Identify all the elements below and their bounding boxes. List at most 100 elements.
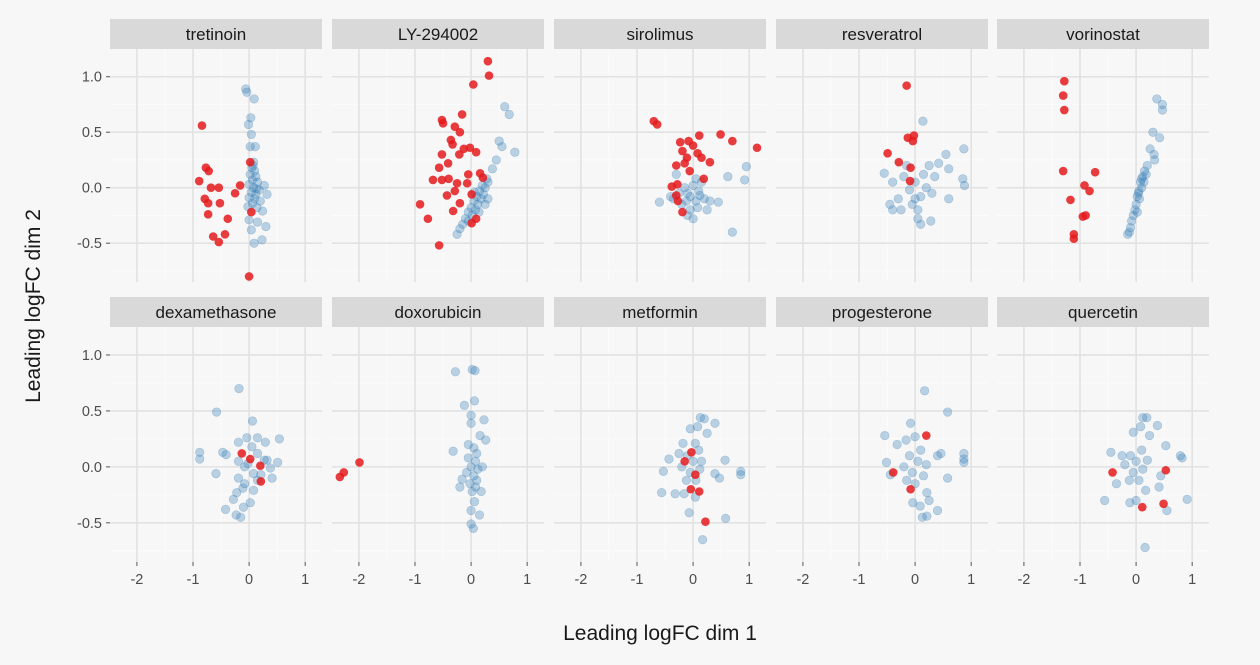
data-point-other [913, 205, 923, 215]
data-point-highlight [448, 206, 458, 216]
data-point-other [238, 483, 248, 493]
x-tick-label: 0 [1132, 572, 1140, 588]
data-point-other [959, 454, 969, 464]
data-point-other [247, 416, 258, 426]
data-point-highlight [230, 188, 240, 198]
data-point-highlight [716, 130, 725, 139]
data-point-other [690, 438, 700, 448]
data-point-highlight [1060, 105, 1069, 115]
facet-panel: quercetin [997, 297, 1209, 562]
data-point-other [262, 455, 272, 465]
data-point-highlight [415, 200, 425, 209]
data-point-highlight [448, 140, 457, 149]
data-point-highlight [902, 81, 911, 90]
data-point-other [959, 457, 969, 468]
data-point-other [688, 456, 698, 466]
data-point-other [1131, 456, 1141, 466]
data-point-other [250, 194, 260, 204]
data-point-other [944, 194, 954, 204]
data-point-other [698, 535, 708, 545]
data-point-other [1142, 455, 1152, 465]
facet-panel: vorinostat [997, 19, 1209, 282]
data-point-other [479, 415, 489, 425]
facet-strip [997, 297, 1209, 327]
data-point-highlight [437, 150, 447, 159]
data-point-other [681, 196, 691, 206]
data-point-other [654, 197, 665, 207]
data-point-other [879, 168, 889, 178]
data-point-highlight [223, 214, 233, 224]
data-point-other [1177, 453, 1187, 463]
data-point-highlight [1137, 502, 1147, 512]
data-point-highlight [883, 148, 892, 158]
data-point-other [1135, 421, 1146, 432]
data-point-other [261, 221, 271, 232]
data-point-other [265, 463, 276, 473]
data-point-other [1175, 451, 1185, 461]
data-point-highlight [206, 183, 216, 192]
data-point-highlight [699, 174, 709, 184]
data-point-highlight [1159, 499, 1168, 509]
data-point-other [470, 366, 480, 376]
data-point-other [469, 471, 479, 481]
facet-title: doxorubicin [395, 303, 482, 322]
data-point-other [450, 367, 460, 377]
data-point-other [899, 171, 909, 182]
data-point-other [1134, 186, 1144, 196]
data-point-other [483, 194, 493, 204]
data-point-highlight [1060, 76, 1069, 86]
data-point-other [240, 462, 250, 472]
data-point-other [1139, 177, 1149, 187]
data-point-other [705, 196, 715, 206]
data-point-highlight [694, 487, 704, 496]
data-point-other [727, 227, 737, 237]
data-point-other [195, 447, 205, 457]
data-point-highlight [197, 121, 207, 130]
data-point-highlight [237, 449, 247, 458]
data-point-other [474, 186, 485, 196]
data-point-highlight [483, 56, 493, 66]
data-point-highlight [1080, 181, 1089, 190]
data-point-highlight [680, 456, 689, 466]
data-point-other [231, 510, 241, 520]
data-point-highlight [1066, 195, 1075, 205]
data-point-other [944, 164, 954, 174]
data-point-highlight [1058, 91, 1068, 100]
data-point-other [685, 424, 695, 434]
data-point-highlight [339, 468, 349, 477]
data-point-other [267, 473, 277, 483]
facet-strip [554, 297, 766, 327]
data-point-other [918, 169, 929, 179]
data-point-highlight [687, 448, 696, 457]
data-point-other [916, 191, 926, 202]
data-point-highlight [752, 143, 762, 153]
data-point-other [470, 205, 481, 215]
data-point-other [1138, 464, 1148, 474]
data-point-highlight [906, 484, 915, 494]
data-point-other [254, 185, 264, 195]
data-point-other [240, 479, 250, 489]
data-point-other [1134, 194, 1145, 204]
data-point-other [1140, 542, 1150, 553]
data-point-other [469, 396, 480, 406]
data-point-other [959, 180, 970, 191]
data-point-highlight [203, 210, 213, 219]
data-point-other [684, 508, 694, 518]
data-point-other [741, 162, 751, 172]
data-point-other [246, 113, 256, 123]
data-point-other [466, 203, 476, 213]
data-point-other [927, 188, 937, 198]
facet-strip [554, 19, 766, 49]
plot-area [332, 327, 544, 562]
data-point-other [913, 456, 923, 466]
data-point-other [930, 171, 940, 182]
data-point-other [899, 462, 909, 472]
data-point-other [472, 475, 482, 485]
data-point-highlight [220, 229, 230, 239]
data-point-other [472, 448, 482, 459]
data-point-highlight [467, 190, 476, 199]
data-point-other [469, 496, 480, 507]
data-point-other [470, 482, 481, 492]
data-point-other [1144, 430, 1155, 441]
data-point-highlight [908, 136, 918, 146]
